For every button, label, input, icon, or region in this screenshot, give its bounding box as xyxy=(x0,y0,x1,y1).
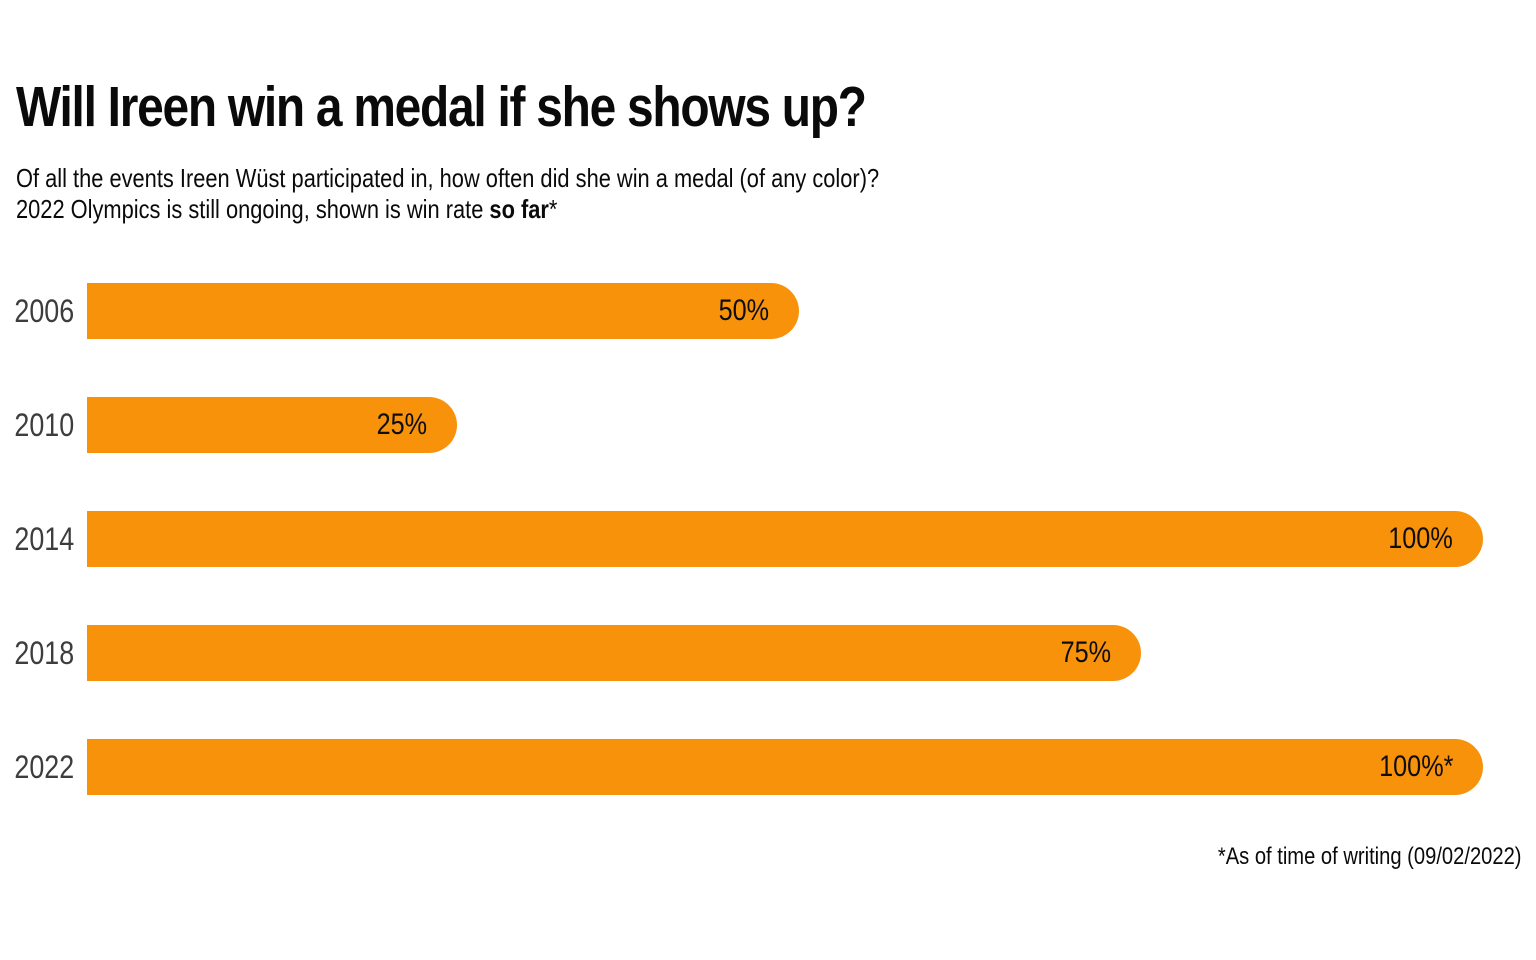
bar-row: 2014 100% xyxy=(0,511,1536,567)
bar: 100% xyxy=(87,511,1483,567)
bar: 25% xyxy=(87,397,457,453)
bar: 100%* xyxy=(87,739,1483,795)
subtitle-bold-so-far: so far xyxy=(489,194,549,224)
subtitle-line2: 2022 Olympics is still ongoing, shown is… xyxy=(16,194,558,224)
footnote: *As of time of writing (09/02/2022) xyxy=(1160,843,1522,871)
bar: 50% xyxy=(87,283,799,339)
bar-row: 2010 25% xyxy=(0,397,1536,453)
bar: 75% xyxy=(87,625,1141,681)
year-label: 2022 xyxy=(14,749,74,785)
bar-row: 2006 50% xyxy=(0,283,1536,339)
chart-subtitle: Of all the events Ireen Wüst participate… xyxy=(16,163,1044,225)
bar-value-label: 100% xyxy=(1388,522,1453,555)
subtitle-line1: Of all the events Ireen Wüst participate… xyxy=(16,163,880,193)
bar-value-label: 75% xyxy=(1060,636,1111,669)
chart-title: Will Ireen win a medal if she shows up? xyxy=(16,76,1028,138)
bar-value-label: 25% xyxy=(376,408,427,441)
bar-row: 2018 75% xyxy=(0,625,1536,681)
bar-value-label: 50% xyxy=(718,294,769,327)
year-label: 2006 xyxy=(14,293,74,329)
bar-value-label: 100%* xyxy=(1378,750,1453,783)
chart-title-text: Will Ireen win a medal if she shows up? xyxy=(16,75,867,139)
year-label: 2014 xyxy=(14,521,74,557)
footnote-text: *As of time of writing (09/02/2022) xyxy=(1218,843,1522,870)
year-label: 2010 xyxy=(14,407,74,443)
bar-chart: 2006 50% 2010 25% 2014 100% 2018 75% xyxy=(0,283,1536,853)
bar-row: 2022 100%* xyxy=(0,739,1536,795)
year-label: 2018 xyxy=(14,635,74,671)
